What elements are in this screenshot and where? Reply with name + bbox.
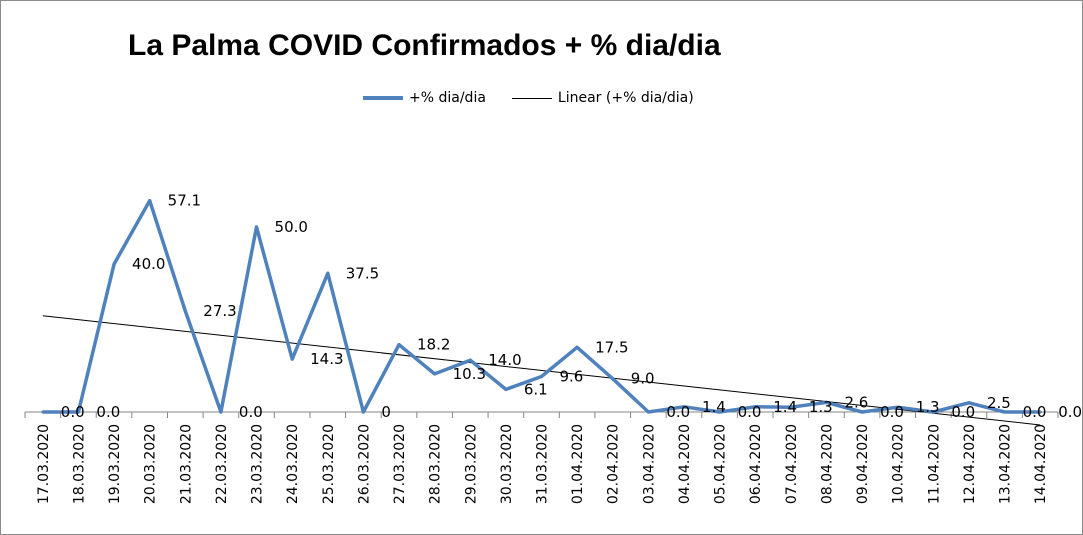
data-point bbox=[255, 225, 259, 229]
x-tick-label: 13.04.2020 bbox=[998, 424, 1014, 504]
data-label: 1.3 bbox=[809, 398, 833, 416]
data-label: 0.0 bbox=[666, 403, 690, 421]
x-tick-label: 27.03.2020 bbox=[392, 424, 408, 504]
data-label: 0.0 bbox=[239, 403, 263, 421]
data-point bbox=[433, 372, 437, 376]
data-point bbox=[896, 405, 900, 409]
data-point bbox=[931, 410, 935, 414]
data-label: 0.0 bbox=[1058, 403, 1082, 421]
x-tick-label: 10.04.2020 bbox=[891, 424, 907, 504]
x-tick-label: 12.04.2020 bbox=[962, 424, 978, 504]
data-label: 1.3 bbox=[916, 398, 940, 416]
x-tick-label: 17.03.2020 bbox=[36, 424, 52, 504]
legend-item-trendline: Linear (+% dia/dia) bbox=[511, 90, 694, 106]
x-tick-label: 09.04.2020 bbox=[855, 424, 871, 504]
data-point bbox=[148, 199, 152, 203]
legend: +% dia/dia Linear (+% dia/dia) bbox=[363, 87, 720, 109]
data-point bbox=[468, 358, 472, 362]
legend-item-series: +% dia/dia bbox=[363, 90, 486, 106]
data-label: 57.1 bbox=[168, 192, 201, 210]
legend-label-series: +% dia/dia bbox=[409, 90, 486, 106]
data-label: 6.1 bbox=[524, 380, 548, 398]
data-point bbox=[504, 387, 508, 391]
data-label: 14.0 bbox=[488, 351, 521, 369]
data-point bbox=[41, 410, 45, 414]
data-label: 0.0 bbox=[96, 403, 120, 421]
x-tick-label: 06.04.2020 bbox=[748, 424, 764, 504]
data-label: 0.0 bbox=[1023, 403, 1047, 421]
data-point bbox=[789, 405, 793, 409]
data-point bbox=[824, 400, 828, 404]
data-point bbox=[682, 405, 686, 409]
data-point bbox=[76, 410, 80, 414]
x-tick-label: 21.03.2020 bbox=[178, 424, 194, 504]
data-point bbox=[219, 410, 223, 414]
x-tick-label: 30.03.2020 bbox=[499, 424, 515, 504]
data-point bbox=[183, 309, 187, 313]
data-label: 37.5 bbox=[346, 264, 379, 282]
trendline bbox=[42, 315, 1041, 426]
data-label: 27.3 bbox=[203, 302, 236, 320]
x-tick-label: 11.04.2020 bbox=[926, 424, 942, 504]
x-tick-label: 20.03.2020 bbox=[143, 424, 159, 504]
x-tick-label: 19.03.2020 bbox=[107, 424, 123, 504]
x-tick-label: 18.03.2020 bbox=[71, 424, 87, 504]
data-label: 2.6 bbox=[844, 393, 868, 411]
data-label: 18.2 bbox=[417, 336, 450, 354]
x-tick-label: 26.03.2020 bbox=[356, 424, 372, 504]
data-label: 50.0 bbox=[275, 218, 308, 236]
data-label: 9.0 bbox=[631, 370, 655, 388]
data-label: 1.4 bbox=[702, 398, 726, 416]
data-point bbox=[326, 271, 330, 275]
data-point bbox=[646, 410, 650, 414]
data-point bbox=[290, 357, 294, 361]
data-point bbox=[967, 401, 971, 405]
x-tick-label: 01.04.2020 bbox=[570, 424, 586, 504]
data-label: 1.4 bbox=[773, 398, 797, 416]
data-label: 0.0 bbox=[738, 403, 762, 421]
x-tick-label: 23.03.2020 bbox=[250, 424, 266, 504]
x-tick-label: 04.04.2020 bbox=[677, 424, 693, 504]
x-tick-label: 02.04.2020 bbox=[606, 424, 622, 504]
data-label: 40.0 bbox=[132, 255, 165, 273]
data-label: 17.5 bbox=[595, 338, 628, 356]
data-label: 2.5 bbox=[987, 394, 1011, 412]
data-point bbox=[397, 343, 401, 347]
data-label: 0 bbox=[381, 403, 391, 421]
data-point bbox=[112, 262, 116, 266]
legend-label-trendline: Linear (+% dia/dia) bbox=[557, 90, 694, 106]
x-tick-label: 24.03.2020 bbox=[285, 424, 301, 504]
x-tick-label: 25.03.2020 bbox=[321, 424, 337, 504]
x-tick-label: 05.04.2020 bbox=[713, 424, 729, 504]
data-label: 14.3 bbox=[310, 350, 343, 368]
data-point bbox=[753, 405, 757, 409]
x-tick-label: 03.04.2020 bbox=[641, 424, 657, 504]
data-point bbox=[718, 410, 722, 414]
x-tick-label: 07.04.2020 bbox=[784, 424, 800, 504]
x-tick-label: 14.04.2020 bbox=[1033, 424, 1049, 504]
data-point bbox=[575, 345, 579, 349]
data-label: 10.3 bbox=[453, 365, 486, 383]
chart-title: La Palma COVID Confirmados + % dia/dia bbox=[128, 29, 721, 62]
data-label: 0.0 bbox=[880, 403, 904, 421]
data-point bbox=[611, 377, 615, 381]
data-label: 0.0 bbox=[61, 403, 85, 421]
data-label: 0.0 bbox=[951, 403, 975, 421]
x-tick-label: 31.03.2020 bbox=[535, 424, 551, 504]
data-point bbox=[540, 374, 543, 378]
x-tick-label: 28.03.2020 bbox=[428, 424, 444, 504]
x-tick-label: 22.03.2020 bbox=[214, 424, 230, 504]
data-point bbox=[1003, 410, 1007, 414]
legend-swatch-trendline bbox=[511, 97, 552, 99]
legend-swatch-series bbox=[363, 96, 403, 100]
x-tick-label: 08.04.2020 bbox=[819, 424, 835, 504]
data-point bbox=[361, 410, 365, 414]
data-point bbox=[860, 410, 864, 414]
data-label: 9.6 bbox=[560, 367, 584, 385]
data-point bbox=[1038, 410, 1042, 414]
x-tick-label: 29.03.2020 bbox=[463, 424, 479, 504]
